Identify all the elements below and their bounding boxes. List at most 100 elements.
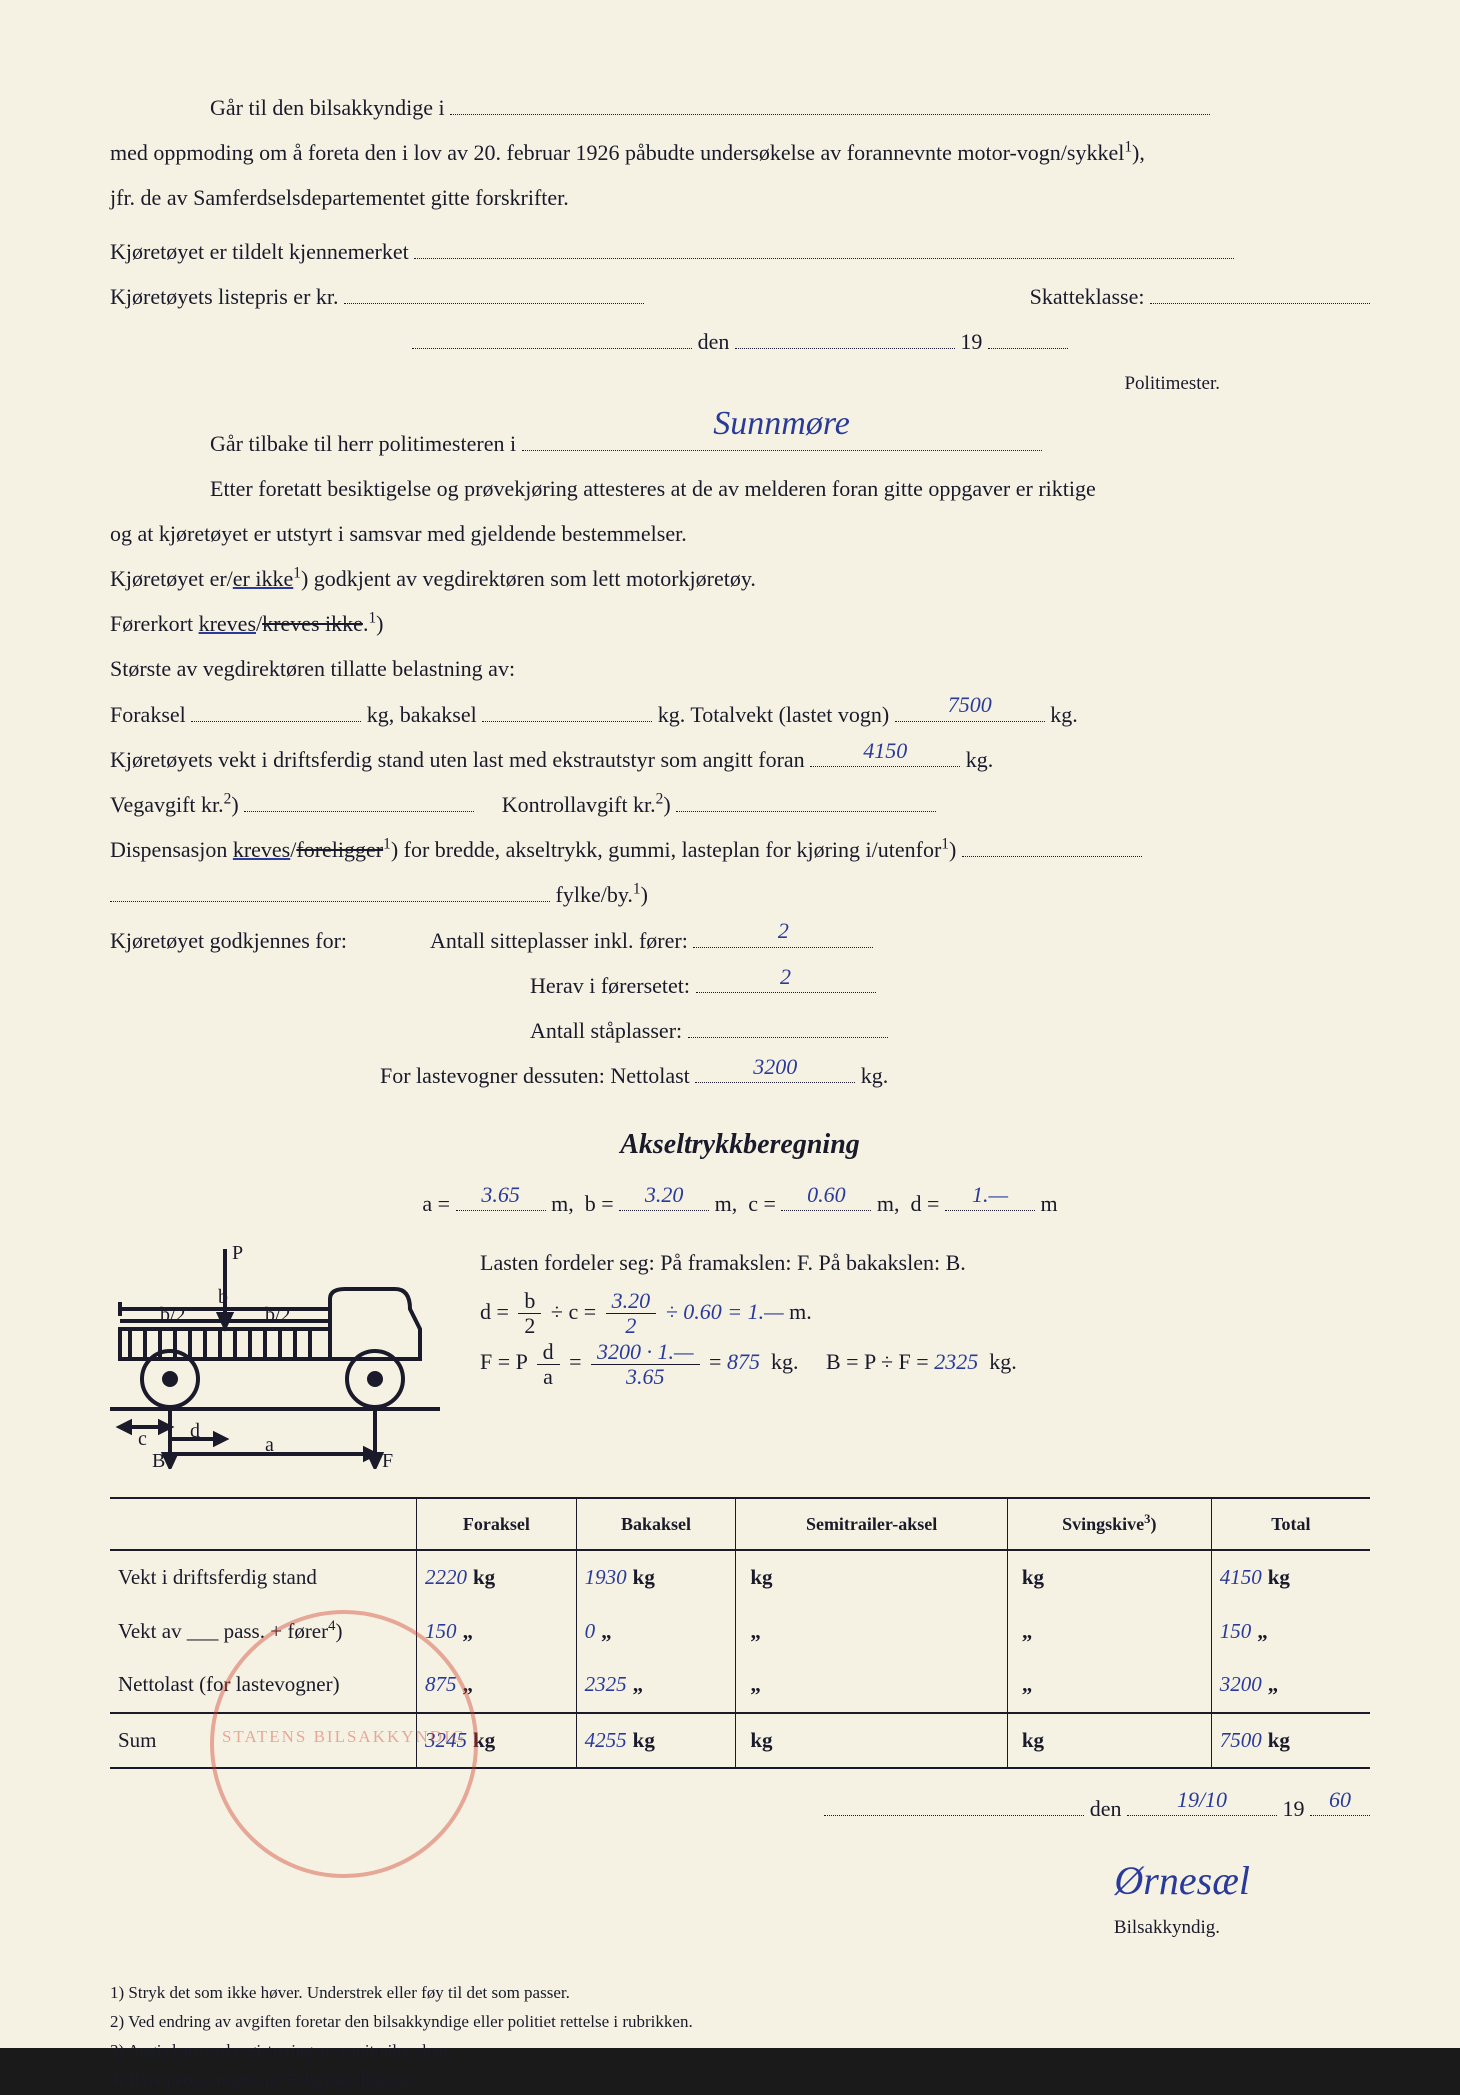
sup: 1 bbox=[1124, 139, 1132, 156]
table-head-row: Foraksel Bakaksel Semitrailer-aksel Svin… bbox=[110, 1498, 1370, 1550]
bilsak-label: Bilsakkyndig. bbox=[110, 1913, 1370, 1943]
P-den: 3.65 bbox=[620, 1365, 671, 1389]
date-row-1: den 19 bbox=[110, 324, 1370, 359]
den: a bbox=[537, 1365, 559, 1389]
diagram-F: F bbox=[382, 1450, 393, 1469]
kreves: kreves bbox=[199, 611, 256, 636]
year-value: 60 bbox=[1310, 1782, 1370, 1817]
unit: kg bbox=[1262, 1565, 1290, 1589]
F-formula: F = P da = 3200 · 1.—3.65 = 875 kg. B = … bbox=[480, 1338, 1370, 1389]
unit: „ bbox=[627, 1672, 644, 1696]
godkjennes-row: Kjøretøyet godkjennes for: Antall sittep… bbox=[110, 923, 1370, 958]
blank-line bbox=[1150, 303, 1370, 304]
label: Kjøretøyet godkjennes for: bbox=[110, 923, 430, 958]
label: Kjøretøyet er/ bbox=[110, 566, 233, 591]
label: Kjøretøyets vekt i driftsferdig stand ut… bbox=[110, 747, 805, 772]
er-ikke-row: Kjøretøyet er/er ikke1) godkjent av vegd… bbox=[110, 561, 1370, 596]
disp-foreligger: foreligger bbox=[296, 837, 383, 862]
lhs: F = P bbox=[480, 1349, 527, 1374]
unit: „ bbox=[595, 1619, 612, 1643]
return-line1: Går tilbake til herr politimesteren i Su… bbox=[110, 426, 1370, 461]
val: 3200 bbox=[1220, 1672, 1262, 1696]
val: 150 bbox=[425, 1619, 457, 1643]
lhs: d = bbox=[480, 1299, 509, 1324]
label: Går tilbake til herr politimesteren i bbox=[210, 431, 516, 456]
totalvekt-line: 7500 bbox=[895, 721, 1045, 722]
nettolast-value: 3200 bbox=[695, 1049, 855, 1084]
label: Går til den bilsakkyndige i bbox=[210, 95, 445, 120]
header-line1: Går til den bilsakkyndige i bbox=[110, 90, 1370, 125]
b-label: b = bbox=[585, 1191, 614, 1216]
label: For lastevogner dessuten: Nettolast bbox=[380, 1063, 690, 1088]
F-result: 875 bbox=[727, 1349, 760, 1374]
den-label: den bbox=[698, 329, 730, 354]
head-total: Total bbox=[1211, 1498, 1370, 1550]
year-line: 60 bbox=[1310, 1815, 1370, 1816]
diagram-b: b bbox=[218, 1286, 228, 1308]
den: 2 bbox=[518, 1314, 541, 1338]
unit: kg bbox=[1016, 1565, 1044, 1589]
head-semi: Semitrailer-aksel bbox=[736, 1498, 1008, 1550]
a-value: 3.65 bbox=[456, 1177, 546, 1212]
blank-line bbox=[676, 811, 936, 812]
axle-formulas: Lasten fordeler seg: På framakslen: F. P… bbox=[480, 1239, 1370, 1389]
forersetet-line: 2 bbox=[696, 992, 876, 993]
table-row: Vekt i driftsferdig stand 2220kg 1930kg … bbox=[110, 1550, 1370, 1605]
unit: kg. bbox=[861, 1063, 889, 1088]
b2-num: 3.20 bbox=[606, 1289, 657, 1314]
val: 4255 bbox=[585, 1728, 627, 1752]
d-unit: m bbox=[1040, 1191, 1057, 1216]
listepris-row: Kjøretøyets listepris er kr. Skatteklass… bbox=[110, 279, 1370, 314]
label: Kjøretøyet er tildelt kjennemerket bbox=[110, 239, 409, 264]
sitteplasser-group: Antall sitteplasser inkl. fører: 2 bbox=[430, 923, 873, 958]
diagram-P: P bbox=[232, 1242, 243, 1264]
blank-line bbox=[344, 303, 644, 304]
header-line2: med oppmoding om å foreta den i lov av 2… bbox=[110, 135, 1370, 170]
avgift-row: Vegavgift kr.2) Kontrollavgift kr.2) bbox=[110, 787, 1370, 822]
unit: kg bbox=[1262, 1728, 1290, 1752]
diagram-b2b: b/2 bbox=[265, 1304, 291, 1326]
sitteplasser-value: 2 bbox=[693, 913, 873, 948]
stamp-icon bbox=[210, 1610, 478, 1878]
blank-line bbox=[735, 348, 955, 349]
driftsferdig-row: Kjøretøyets vekt i driftsferdig stand ut… bbox=[110, 742, 1370, 777]
d-formula: d = b2 ÷ c = 3.202 ÷ 0.60 = 1.— m. bbox=[480, 1288, 1370, 1339]
sup: 2 bbox=[224, 791, 232, 808]
label: Kjøretøyets listepris er kr. bbox=[110, 284, 339, 309]
val: 2220 bbox=[425, 1565, 467, 1589]
unit: kg bbox=[627, 1728, 655, 1752]
politimester-sted-line: Sunnmøre bbox=[522, 450, 1042, 451]
totalvekt-value: 7500 bbox=[895, 687, 1045, 722]
b2-den: 2 bbox=[619, 1314, 642, 1338]
header-line3: jfr. de av Samferdselsdepartementet gitt… bbox=[110, 180, 1370, 215]
a-label: a = bbox=[422, 1191, 450, 1216]
footnote-1: 1) Stryk det som ikke høver. Understrek … bbox=[110, 1979, 1370, 2008]
B-lhs: B = P ÷ F = bbox=[826, 1349, 929, 1374]
forersetet-row: Herav i førersetet: 2 bbox=[110, 968, 1370, 1003]
sup: 2 bbox=[656, 791, 664, 808]
tail2: ) bbox=[949, 837, 956, 862]
eq1: = bbox=[569, 1349, 581, 1374]
val: 1930 bbox=[585, 1565, 627, 1589]
left-group: Kjøretøyets listepris er kr. bbox=[110, 279, 644, 314]
unit: kg bbox=[744, 1728, 772, 1752]
tail: ) godkjent av vegdirektøren som lett mot… bbox=[301, 566, 756, 591]
val: 0 bbox=[585, 1619, 596, 1643]
val: 2325 bbox=[585, 1672, 627, 1696]
sup2: 1 bbox=[941, 836, 949, 853]
forerkort-row: Førerkort kreves/kreves ikke.1) bbox=[110, 606, 1370, 641]
nettolast-line: 3200 bbox=[695, 1082, 855, 1083]
footnote-2: 2) Ved endring av avgiften foretar den b… bbox=[110, 2008, 1370, 2037]
val: 150 bbox=[1220, 1619, 1252, 1643]
blank-line bbox=[110, 901, 550, 902]
unit: kg bbox=[744, 1565, 772, 1589]
truck-diagram-icon: P b b/2 b/2 c d a B F bbox=[110, 1239, 450, 1469]
text: med oppmoding om å foreta den i lov av 2… bbox=[110, 140, 1124, 165]
totalvekt-label: kg. Totalvekt (lastet vogn) bbox=[658, 702, 889, 727]
blank-line bbox=[244, 811, 474, 812]
foraksel-label: Foraksel bbox=[110, 702, 186, 727]
politimester-label: Politimester. bbox=[110, 369, 1370, 399]
blank-line bbox=[191, 721, 361, 722]
d-label: d = bbox=[911, 1191, 940, 1216]
tail: ) for bredde, akseltrykk, gummi, lastepl… bbox=[391, 837, 941, 862]
